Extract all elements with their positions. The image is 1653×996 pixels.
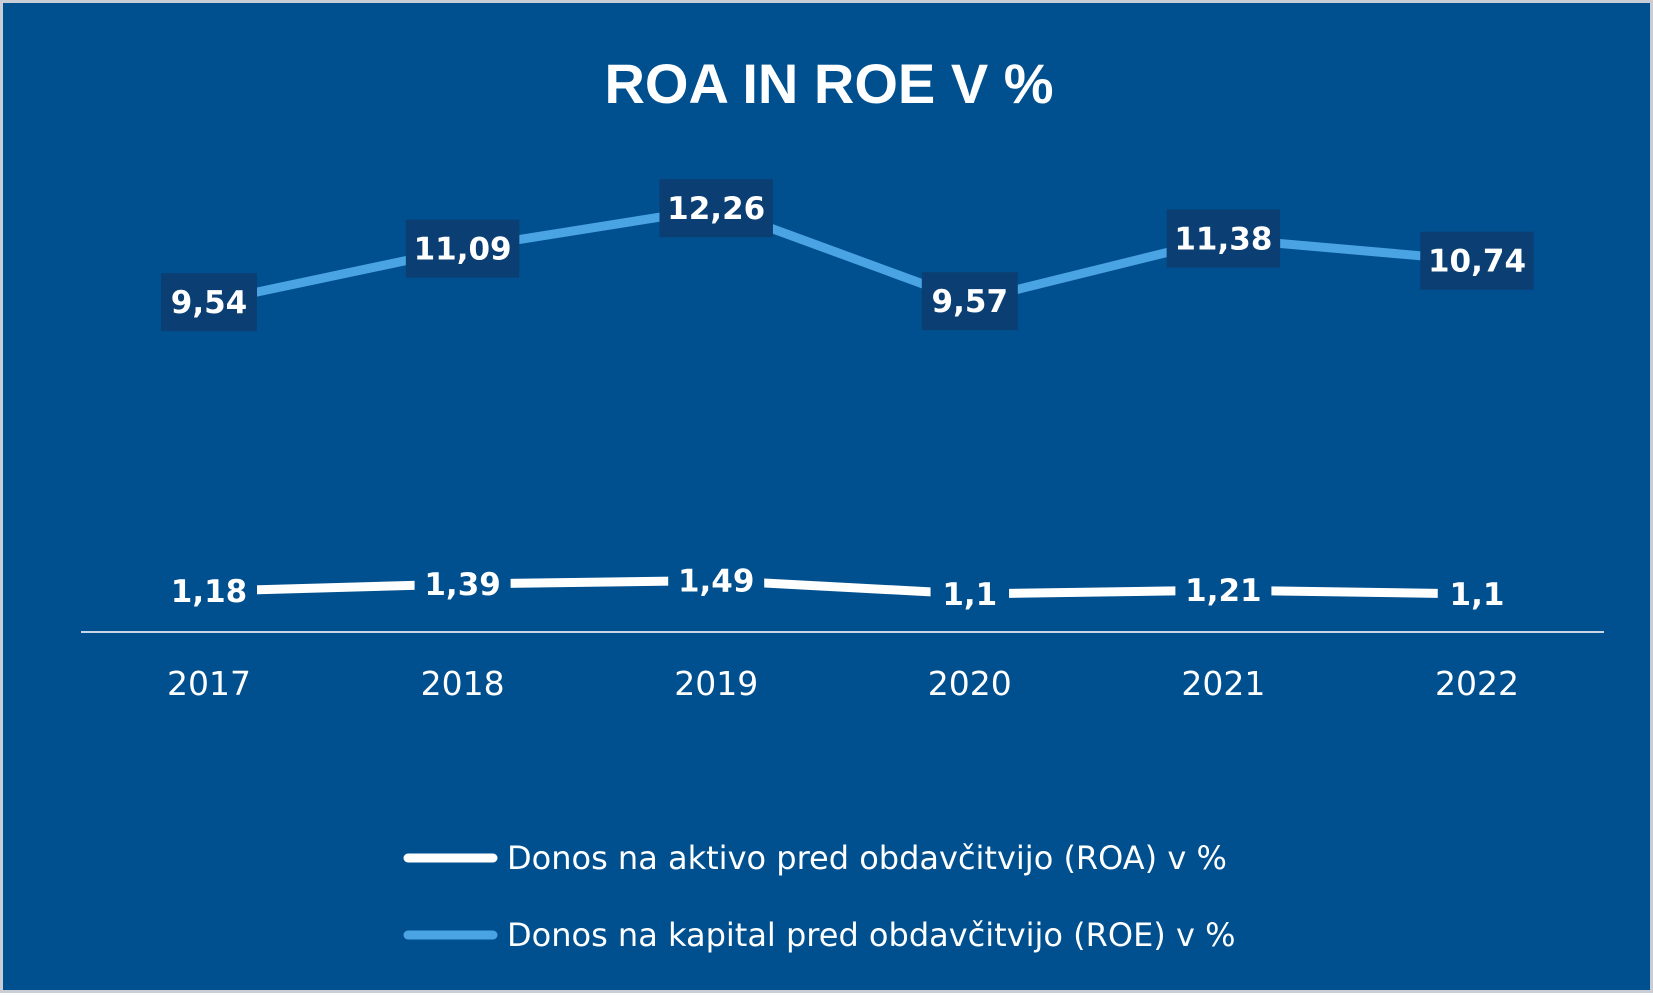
data-label-roe-2018: 11,09 (405, 219, 520, 278)
legend: Donos na aktivo pred obdavčitvijo (ROA) … (403, 839, 1235, 954)
series-line-roa (208, 575, 1478, 599)
data-label-box (1175, 561, 1272, 620)
data-label-box (659, 179, 773, 238)
data-label-roa-2017: 1,18 (161, 562, 257, 621)
data-label-box (930, 564, 1010, 623)
legend-item-roe: Donos na kapital pred obdavčitvijo (ROE)… (403, 916, 1235, 954)
legend-item-roa: Donos na aktivo pred obdavčitvijo (ROA) … (403, 839, 1227, 877)
data-label-text: 12,26 (667, 191, 765, 227)
data-label-roa-2022: 1,1 (1437, 564, 1517, 623)
data-label-box (921, 272, 1018, 331)
data-label-roe-2021: 11,38 (1166, 209, 1281, 268)
data-label-text: 1,1 (942, 577, 997, 613)
data-label-box (1166, 209, 1281, 268)
data-label-box (161, 273, 257, 332)
data-label-box (405, 219, 520, 278)
data-label-text: 1,18 (171, 574, 248, 610)
data-label-box (1420, 231, 1534, 290)
x-tick-label-2017: 2017 (167, 664, 251, 703)
data-label-text: 1,49 (678, 563, 755, 599)
legend-label: Donos na aktivo pred obdavčitvijo (ROA) … (507, 839, 1227, 877)
data-label-roe-2019: 12,26 (659, 179, 773, 238)
x-axis-ticks: 2017 2018 2019 2020 2021 2022 (167, 664, 1519, 703)
chart-title: ROA IN ROE V % (604, 52, 1053, 115)
series-line-roe (208, 203, 1478, 307)
data-label-text: 1,39 (424, 567, 501, 603)
data-label-roa-2020: 1,1 (930, 564, 1010, 623)
data-label-roa-2019: 1,49 (668, 551, 765, 610)
data-label-roa-2018: 1,39 (414, 554, 511, 613)
data-labels-layer: 1,18 1,39 1,49 1,1 1,21 1,1 9,54 11,09 12,26 9,57… (161, 179, 1534, 623)
data-label-roe-2022: 10,74 (1420, 231, 1534, 290)
x-tick-label-2019: 2019 (674, 664, 758, 703)
x-tick-label-2021: 2021 (1181, 664, 1265, 703)
chart-svg: ROA IN ROE V % 2017 2018 2019 2020 2021 2022 … (81, 52, 1604, 954)
data-label-box (668, 551, 765, 610)
data-label-text: 10,74 (1428, 244, 1526, 280)
data-label-text: 9,57 (932, 284, 1009, 320)
data-label-roa-2021: 1,21 (1175, 561, 1272, 620)
data-label-box (414, 554, 511, 613)
data-label-text: 11,38 (1174, 222, 1272, 258)
x-tick-label-2022: 2022 (1435, 664, 1519, 703)
data-label-box (1437, 564, 1517, 623)
data-label-roe-2020: 9,57 (921, 272, 1018, 331)
data-label-box (161, 562, 257, 621)
series-layer (208, 203, 1478, 599)
data-label-text: 1,21 (1185, 573, 1262, 609)
data-label-text: 1,1 (1450, 577, 1505, 613)
legend-label: Donos na kapital pred obdavčitvijo (ROE)… (507, 916, 1235, 954)
x-tick-label-2020: 2020 (928, 664, 1012, 703)
data-label-text: 9,54 (171, 285, 248, 321)
data-label-roe-2017: 9,54 (161, 273, 257, 332)
data-label-text: 11,09 (414, 232, 512, 268)
x-tick-label-2018: 2018 (421, 664, 505, 703)
